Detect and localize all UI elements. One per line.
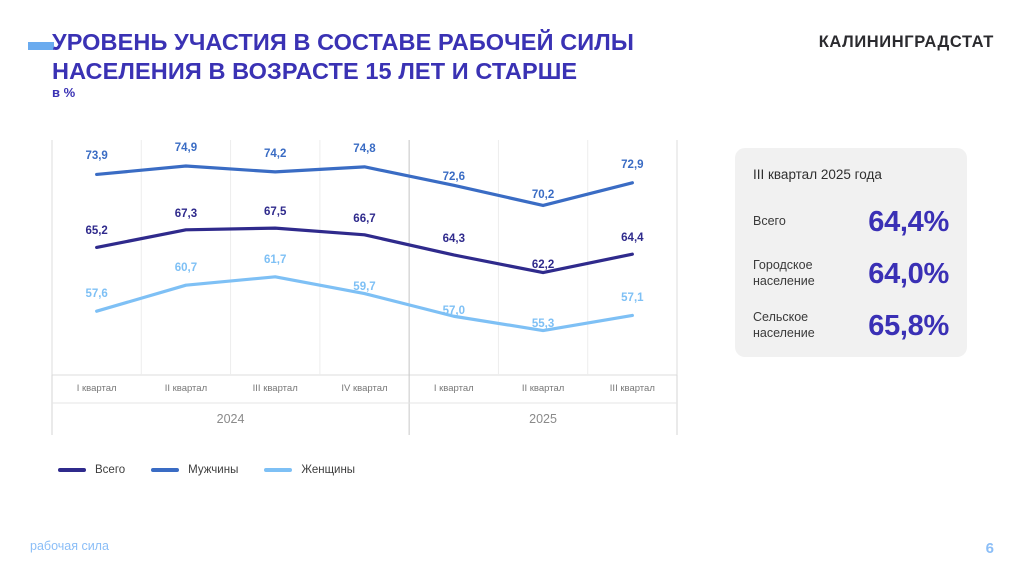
chart-point-label: 74,8 [353,142,376,155]
summary-row-value: 64,4% [868,205,949,238]
chart-point-label: 59,7 [353,280,376,293]
chart-point-label: 73,9 [85,150,108,163]
summary-row-value: 64,0% [868,257,949,290]
legend-swatch-icon [151,468,180,472]
page-title: УРОВЕНЬ УЧАСТИЯ В СОСТАВЕ РАБОЧЕЙ СИЛЫ Н… [52,28,692,85]
chart-tick-label: II квартал [164,383,208,394]
chart-tick-label: IV квартал [341,383,388,394]
title-accent-dash [28,42,54,50]
chart-point-label: 62,2 [531,258,555,271]
legend-item-women[interactable]: Женщины [264,464,355,476]
chart-point-label: 60,7 [174,262,198,275]
chart-tick-label: III квартал [609,383,655,394]
page-title-line-1: УРОВЕНЬ УЧАСТИЯ В СОСТАВЕ РАБОЧЕЙ СИЛЫ [52,29,634,55]
chart-point-label: 72,9 [621,158,644,171]
chart-legend: Всего Мужчины Женщины [58,464,355,476]
footer-page-number: 6 [985,540,994,557]
legend-item-total[interactable]: Всего [58,464,125,476]
chart-point-label: 55,3 [531,317,555,330]
chart-group-label: 2025 [529,412,557,426]
chart-series-line-women [95,275,634,333]
legend-label: Всего [95,464,126,476]
summary-row: Городское население 64,0% [753,248,949,300]
summary-row-value: 65,8% [868,309,949,342]
summary-card-rows: Всего 64,4% Городское население 64,0% Сельско… [753,196,949,352]
chart-point-label: 64,3 [442,232,465,245]
chart-series-line-total [95,226,634,275]
page-subtitle-units: в % [52,85,76,100]
chart-tick-label: III квартал [252,383,298,394]
summary-row-label: Сельское население [753,310,815,340]
legend-swatch-icon [58,468,86,472]
chart-plot-svg [51,140,678,435]
legend-label: Женщины [301,464,356,476]
organization-name: КАЛИНИНГРАДСТАТ [818,33,994,51]
summary-row-label: Городское население [753,258,815,288]
chart-tick-label: II квартал [521,383,565,394]
chart-point-label: 57,6 [85,288,108,301]
chart-point-label: 70,2 [531,189,555,202]
chart-point-label: 66,7 [353,212,376,225]
chart-point-label: 57,0 [442,305,465,318]
chart-point-label: 61,7 [264,253,287,266]
legend-label: Мужчины [188,464,239,476]
legend-item-men[interactable]: Мужчины [151,464,238,476]
line-chart: 65,2 67,3 67,5 66,7 64,3 62,2 64,4 73,9 74,9 74,2… [40,130,685,440]
page-title-line-2: НАСЕЛЕНИЯ В ВОЗРАСТЕ 15 ЛЕТ И СТАРШЕ [52,57,578,84]
summary-card: III квартал 2025 года Всего 64,4% Городско… [735,148,967,357]
summary-row: Сельское население 65,8% [753,300,949,352]
chart-tick-label: I квартал [76,383,117,394]
chart-tick-label: I квартал [433,383,474,394]
chart-series-line-men [95,164,634,208]
chart-point-label: 57,1 [621,292,644,305]
legend-swatch-icon [264,468,293,472]
summary-card-title: III квартал 2025 года [753,167,882,182]
summary-row: Всего 64,4% [753,196,949,248]
chart-point-label: 65,2 [85,225,108,238]
chart-point-label: 64,4 [621,232,644,245]
chart-point-label: 67,3 [174,207,198,220]
chart-point-label: 67,5 [264,206,287,219]
chart-point-label: 72,6 [442,171,465,184]
summary-row-label: Всего [753,214,786,229]
footer-caption: рабочая сила [30,539,109,553]
chart-point-label: 74,9 [174,142,198,155]
chart-group-label: 2024 [216,412,245,426]
chart-point-label: 74,2 [264,147,287,160]
